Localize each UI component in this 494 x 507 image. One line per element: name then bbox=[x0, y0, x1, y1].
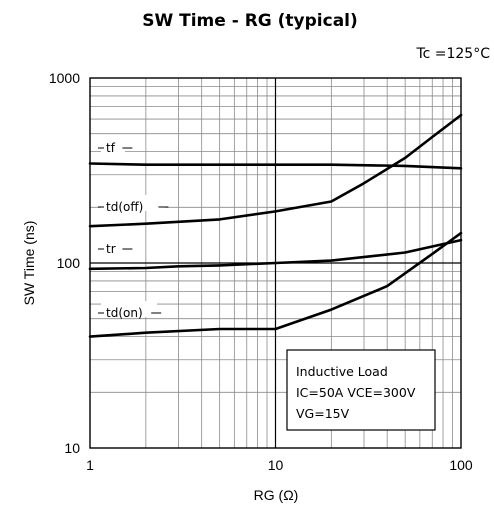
series-label-group: td(off) bbox=[98, 195, 169, 214]
series-line-td-on bbox=[88, 231, 463, 338]
series-labels: tf td(off) tr td(on) bbox=[98, 136, 169, 320]
series-label: td(off) bbox=[106, 200, 143, 214]
series-label-group: tr bbox=[98, 237, 133, 256]
series-line-tf bbox=[88, 162, 463, 170]
test-condition: Tc =125°C bbox=[415, 46, 490, 62]
label-background bbox=[101, 136, 125, 152]
plot-frame bbox=[89, 77, 462, 449]
series-label: tf bbox=[106, 141, 116, 155]
x-tick-label: 1 bbox=[86, 457, 94, 473]
label-background bbox=[101, 237, 125, 253]
tick-labels: 1 10 100 10 100 1000 bbox=[49, 70, 473, 473]
label-background bbox=[101, 301, 157, 317]
x-axis-label: RG (Ω) bbox=[254, 487, 299, 503]
y-tick-label: 10 bbox=[64, 440, 80, 456]
series-line-td-off bbox=[88, 113, 463, 228]
y-tick-label: 1000 bbox=[49, 70, 80, 86]
annotation-line-3: VG=15V bbox=[296, 406, 350, 421]
annotation-line-2: IC=50A VCE=300V bbox=[296, 385, 416, 400]
series-label-group: td(on) bbox=[98, 301, 162, 320]
label-background bbox=[101, 195, 165, 211]
series-label: td(on) bbox=[106, 306, 143, 320]
chart-title: SW Time - RG (typical) bbox=[142, 11, 358, 31]
series-line-tr bbox=[88, 238, 463, 271]
y-tick-label: 100 bbox=[57, 255, 81, 271]
x-tick-label: 10 bbox=[268, 457, 284, 473]
x-tick-label: 100 bbox=[449, 457, 473, 473]
conditions-box: Inductive Load IC=50A VCE=300V VG=15V bbox=[286, 349, 436, 431]
y-axis-label: SW Time (ns) bbox=[21, 221, 37, 306]
annotation-line-1: Inductive Load bbox=[296, 364, 388, 379]
series-label-group: tf bbox=[98, 136, 133, 155]
series-label: tr bbox=[106, 242, 116, 256]
series-curves bbox=[88, 113, 463, 338]
